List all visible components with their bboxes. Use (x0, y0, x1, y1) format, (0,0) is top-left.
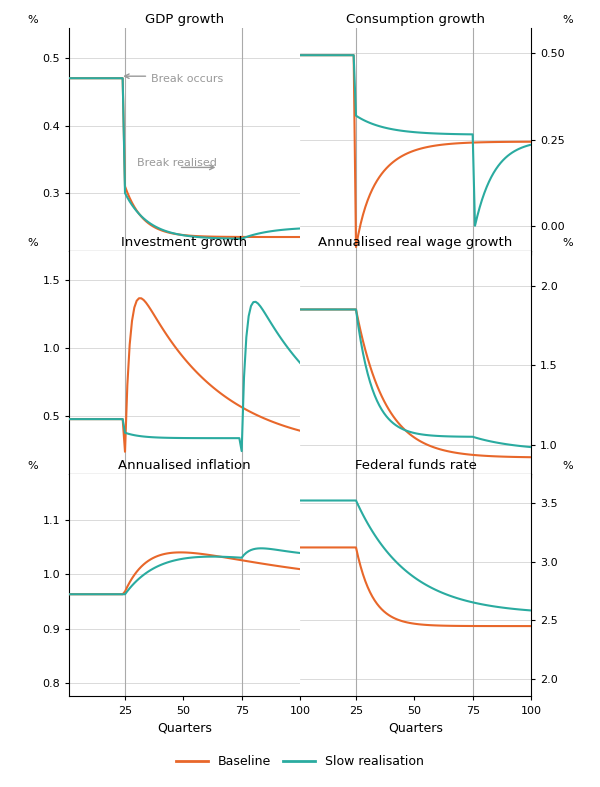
Title: GDP growth: GDP growth (145, 13, 224, 27)
Title: Consumption growth: Consumption growth (346, 13, 485, 27)
Title: Federal funds rate: Federal funds rate (355, 460, 476, 472)
X-axis label: Quarters: Quarters (388, 721, 443, 734)
Legend: Baseline, Slow realisation: Baseline, Slow realisation (172, 750, 428, 773)
Text: %: % (562, 238, 572, 249)
Text: %: % (28, 15, 38, 25)
X-axis label: Quarters: Quarters (157, 721, 212, 734)
Text: %: % (28, 461, 38, 471)
Text: %: % (562, 461, 572, 471)
Text: %: % (562, 15, 572, 25)
Title: Investment growth: Investment growth (121, 236, 248, 249)
Title: Annualised real wage growth: Annualised real wage growth (319, 236, 512, 249)
Text: %: % (28, 238, 38, 249)
Text: Break realised: Break realised (137, 157, 217, 168)
Title: Annualised inflation: Annualised inflation (118, 460, 251, 472)
Text: Break occurs: Break occurs (151, 74, 223, 84)
